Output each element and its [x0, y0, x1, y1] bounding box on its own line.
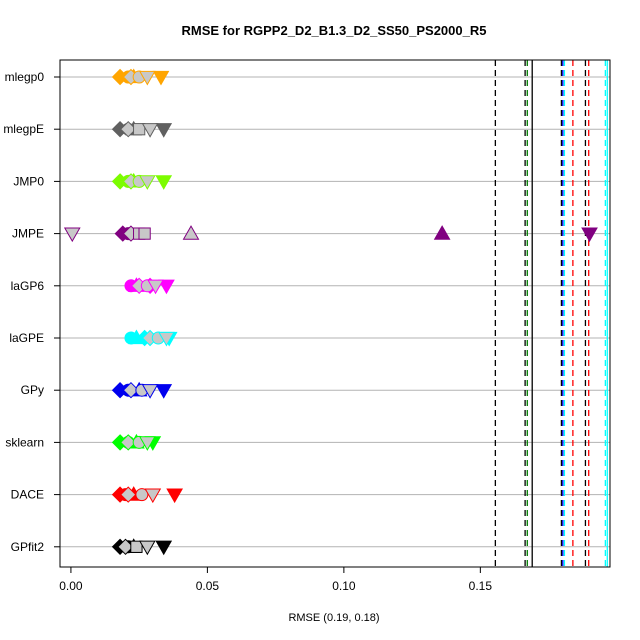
x-tick-label: 0.00: [59, 579, 83, 593]
x-tick-label: 0.05: [196, 579, 220, 593]
laGP6-point: [158, 279, 175, 295]
y-tick-label-DACE: DACE: [11, 488, 44, 502]
y-tick-label-GPfit2: GPfit2: [11, 540, 45, 554]
chart-title: RMSE for RGPP2_D2_B1.3_D2_SS50_PS2000_R5: [182, 23, 487, 38]
GPfit2-gray-point: [130, 540, 143, 553]
x-tick-label: 0.10: [332, 579, 356, 593]
JMPE-gray-point: [182, 225, 200, 240]
JMPE-point: [433, 225, 451, 240]
x-axis-label: RMSE (0.19, 0.18): [288, 612, 379, 624]
x-tick-label: 0.15: [469, 579, 493, 593]
JMP0-gray-point: [138, 175, 156, 190]
GPy-gray-point: [141, 384, 159, 399]
reference-lines: [494, 60, 608, 567]
DACE-gray-point: [135, 488, 149, 502]
DACE-point: [166, 488, 184, 504]
data-points: [63, 68, 598, 556]
DACE-gray-point: [120, 486, 137, 503]
plot-frame: [59, 59, 611, 568]
y-tick-label-laGPE: laGPE: [9, 331, 44, 345]
JMPE-point: [581, 227, 598, 243]
laGP6-gray-point: [147, 279, 164, 295]
JMPE-gray-point: [63, 227, 81, 243]
y-tick-label-mlegpE: mlegpE: [3, 122, 44, 136]
mlegp0-gray-point: [138, 70, 156, 86]
y-tick-label-laGP6: laGP6: [11, 279, 45, 293]
y-tick-label-JMPE: JMPE: [12, 227, 44, 241]
y-tick-label-JMP0: JMP0: [13, 174, 44, 188]
mlegpE-gray-point: [141, 123, 159, 138]
mlegpE-point: [155, 123, 173, 138]
DACE-gray-point: [144, 488, 162, 504]
y-tick-label-sklearn: sklearn: [5, 435, 44, 449]
JMPE-gray-point: [138, 227, 151, 240]
y-tick-label-GPy: GPy: [21, 383, 44, 397]
sklearn-gray-point: [138, 436, 156, 451]
x-axis: 0.00 0.05 0.10 0.15: [59, 567, 492, 593]
GPy-point: [155, 384, 173, 399]
mlegp0-point: [152, 70, 170, 86]
mlegpE-gray-point: [133, 123, 146, 136]
y-axis: mlegp0 mlegpE JMP0 JMPE laGP6 laGPE GPy sklearn…: [3, 70, 60, 554]
GPfit2-gray-point: [138, 540, 156, 556]
y-tick-label-mlegp0: mlegp0: [5, 70, 45, 84]
JMP0-point: [155, 175, 173, 190]
laGPE-gray-point: [158, 331, 175, 347]
GPfit2-point: [155, 540, 173, 556]
